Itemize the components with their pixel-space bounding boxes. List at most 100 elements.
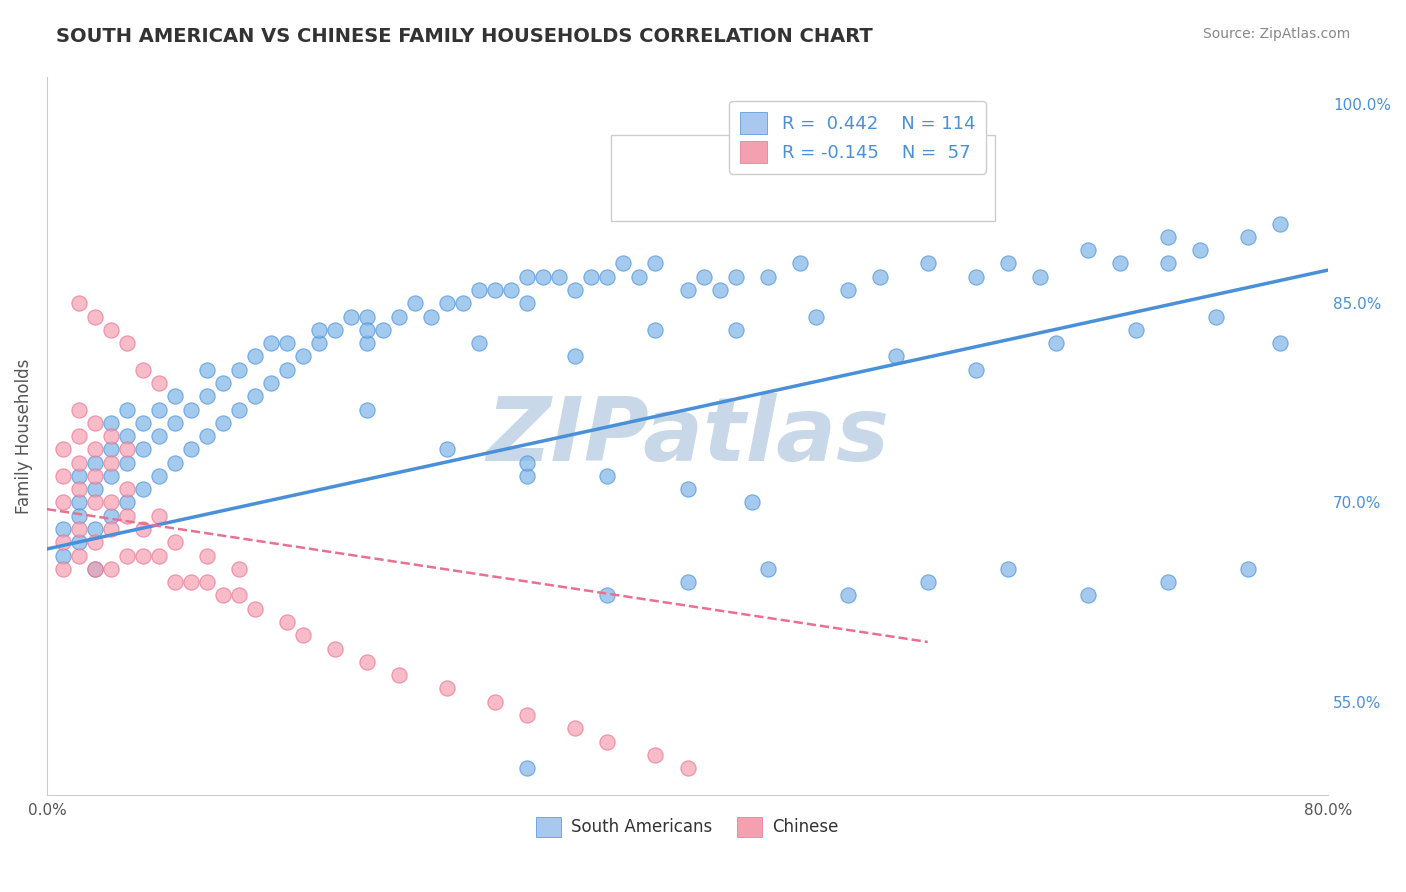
Point — [115, 482, 138, 496]
Point — [837, 283, 859, 297]
Point — [756, 562, 779, 576]
Point — [100, 456, 122, 470]
Point — [453, 296, 475, 310]
Point — [67, 402, 90, 417]
Point — [468, 283, 491, 297]
Point — [84, 562, 107, 576]
Point — [132, 442, 155, 457]
Point — [212, 416, 235, 430]
Point — [115, 402, 138, 417]
Point — [100, 442, 122, 457]
Point — [52, 469, 75, 483]
Point — [965, 362, 987, 376]
Point — [115, 429, 138, 443]
Point — [276, 615, 298, 629]
Point — [195, 575, 218, 590]
Point — [195, 429, 218, 443]
Point — [84, 416, 107, 430]
Point — [163, 416, 186, 430]
Point — [163, 575, 186, 590]
Point — [148, 376, 170, 390]
Point — [180, 575, 202, 590]
Point — [516, 456, 538, 470]
Point — [260, 376, 283, 390]
Text: ZIPatlas: ZIPatlas — [486, 392, 889, 480]
Point — [67, 535, 90, 549]
Point — [965, 269, 987, 284]
Point — [323, 323, 346, 337]
Point — [115, 442, 138, 457]
Point — [52, 495, 75, 509]
Point — [115, 508, 138, 523]
Point — [356, 323, 378, 337]
Point — [132, 362, 155, 376]
Point — [243, 389, 266, 403]
Point — [148, 549, 170, 563]
Point — [917, 575, 939, 590]
Point — [148, 508, 170, 523]
Point — [148, 402, 170, 417]
Point — [356, 402, 378, 417]
Point — [228, 589, 250, 603]
Legend: South Americans, Chinese: South Americans, Chinese — [530, 810, 845, 844]
Point — [100, 429, 122, 443]
Point — [212, 376, 235, 390]
Point — [67, 296, 90, 310]
Point — [804, 310, 827, 324]
Point — [228, 362, 250, 376]
Point — [228, 402, 250, 417]
Point — [195, 389, 218, 403]
Point — [100, 522, 122, 536]
Point — [308, 336, 330, 351]
Point — [596, 469, 619, 483]
Point — [804, 190, 827, 204]
Point — [163, 456, 186, 470]
Point — [516, 469, 538, 483]
Point — [100, 495, 122, 509]
Point — [323, 641, 346, 656]
Point — [516, 296, 538, 310]
Point — [52, 535, 75, 549]
Point — [692, 269, 714, 284]
Point — [292, 628, 315, 642]
Point — [516, 761, 538, 775]
FancyBboxPatch shape — [610, 135, 995, 221]
Point — [436, 296, 458, 310]
Point — [644, 323, 666, 337]
Point — [52, 442, 75, 457]
Point — [356, 655, 378, 669]
Point — [596, 734, 619, 748]
Point — [884, 350, 907, 364]
Point — [260, 336, 283, 351]
Point — [84, 310, 107, 324]
Point — [581, 269, 603, 284]
Point — [1268, 217, 1291, 231]
Point — [756, 269, 779, 284]
Point — [676, 575, 699, 590]
Point — [195, 362, 218, 376]
Point — [373, 323, 395, 337]
Point — [115, 549, 138, 563]
Point — [676, 283, 699, 297]
Point — [1205, 310, 1227, 324]
Point — [100, 323, 122, 337]
Point — [100, 508, 122, 523]
Point — [243, 601, 266, 615]
Point — [644, 747, 666, 762]
Point — [676, 761, 699, 775]
Point — [67, 495, 90, 509]
Point — [1268, 336, 1291, 351]
Point — [67, 469, 90, 483]
Point — [132, 482, 155, 496]
Point — [340, 310, 363, 324]
Point — [404, 296, 426, 310]
Point — [84, 522, 107, 536]
Point — [356, 336, 378, 351]
Point — [1045, 336, 1067, 351]
Point — [949, 203, 972, 218]
Point — [756, 203, 779, 218]
Point — [388, 310, 411, 324]
Point — [195, 549, 218, 563]
Point — [612, 256, 634, 270]
Point — [564, 721, 586, 735]
